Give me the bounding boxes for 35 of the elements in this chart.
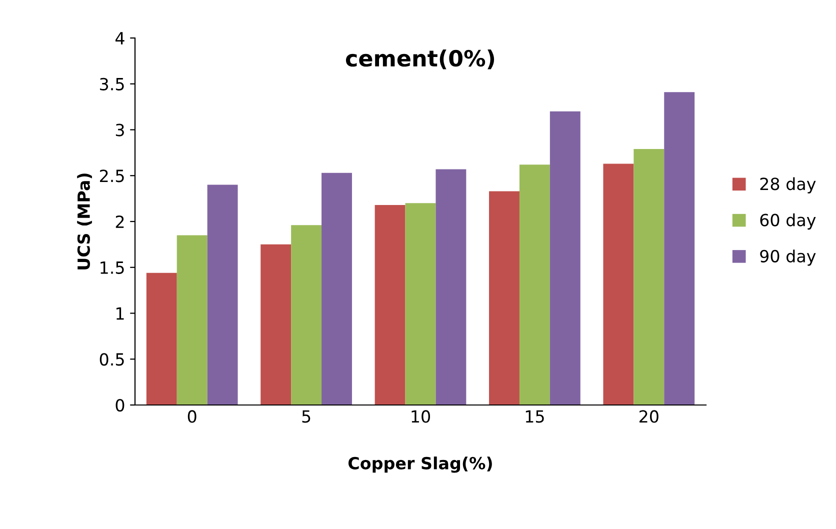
bar — [550, 111, 580, 405]
y-tick-label: 0.5 — [100, 353, 124, 366]
bar — [603, 164, 634, 405]
x-tick-label: 5 — [302, 410, 310, 423]
bar — [291, 225, 322, 405]
legend-label: 90 day — [760, 250, 816, 266]
bar — [664, 92, 695, 405]
y-tick-label: 3.5 — [100, 78, 124, 90]
y-tick-label: 1 — [116, 307, 124, 320]
bar — [634, 149, 664, 405]
bar — [436, 169, 466, 405]
y-tick-label: 0 — [116, 398, 124, 412]
y-tick-label: 2.5 — [100, 170, 124, 182]
bar — [519, 164, 550, 405]
y-tick-label: 3 — [116, 124, 124, 136]
x-tick-label: 20 — [640, 410, 658, 423]
chart-title: cement(0%) — [346, 50, 494, 70]
bar — [322, 172, 352, 405]
y-tick-label: 4 — [115, 32, 124, 44]
bar — [176, 235, 208, 405]
bar — [405, 203, 436, 405]
x-tick-label: 0 — [188, 410, 196, 423]
y-axis-title: UCS (MPa) — [77, 174, 92, 270]
bar — [207, 184, 238, 405]
x-tick-label: 15 — [526, 410, 544, 423]
x-axis-title: Copper Slag(%) — [348, 456, 492, 473]
x-tick-label: 10 — [412, 410, 430, 423]
y-tick-label: 2 — [116, 215, 124, 228]
bar — [374, 204, 406, 405]
legend-label: 28 day — [760, 177, 816, 194]
bar — [146, 272, 177, 405]
bar — [260, 244, 292, 405]
y-tick-label: 1.5 — [100, 262, 124, 274]
legend-label: 60 day — [760, 213, 816, 230]
bar — [489, 191, 520, 405]
